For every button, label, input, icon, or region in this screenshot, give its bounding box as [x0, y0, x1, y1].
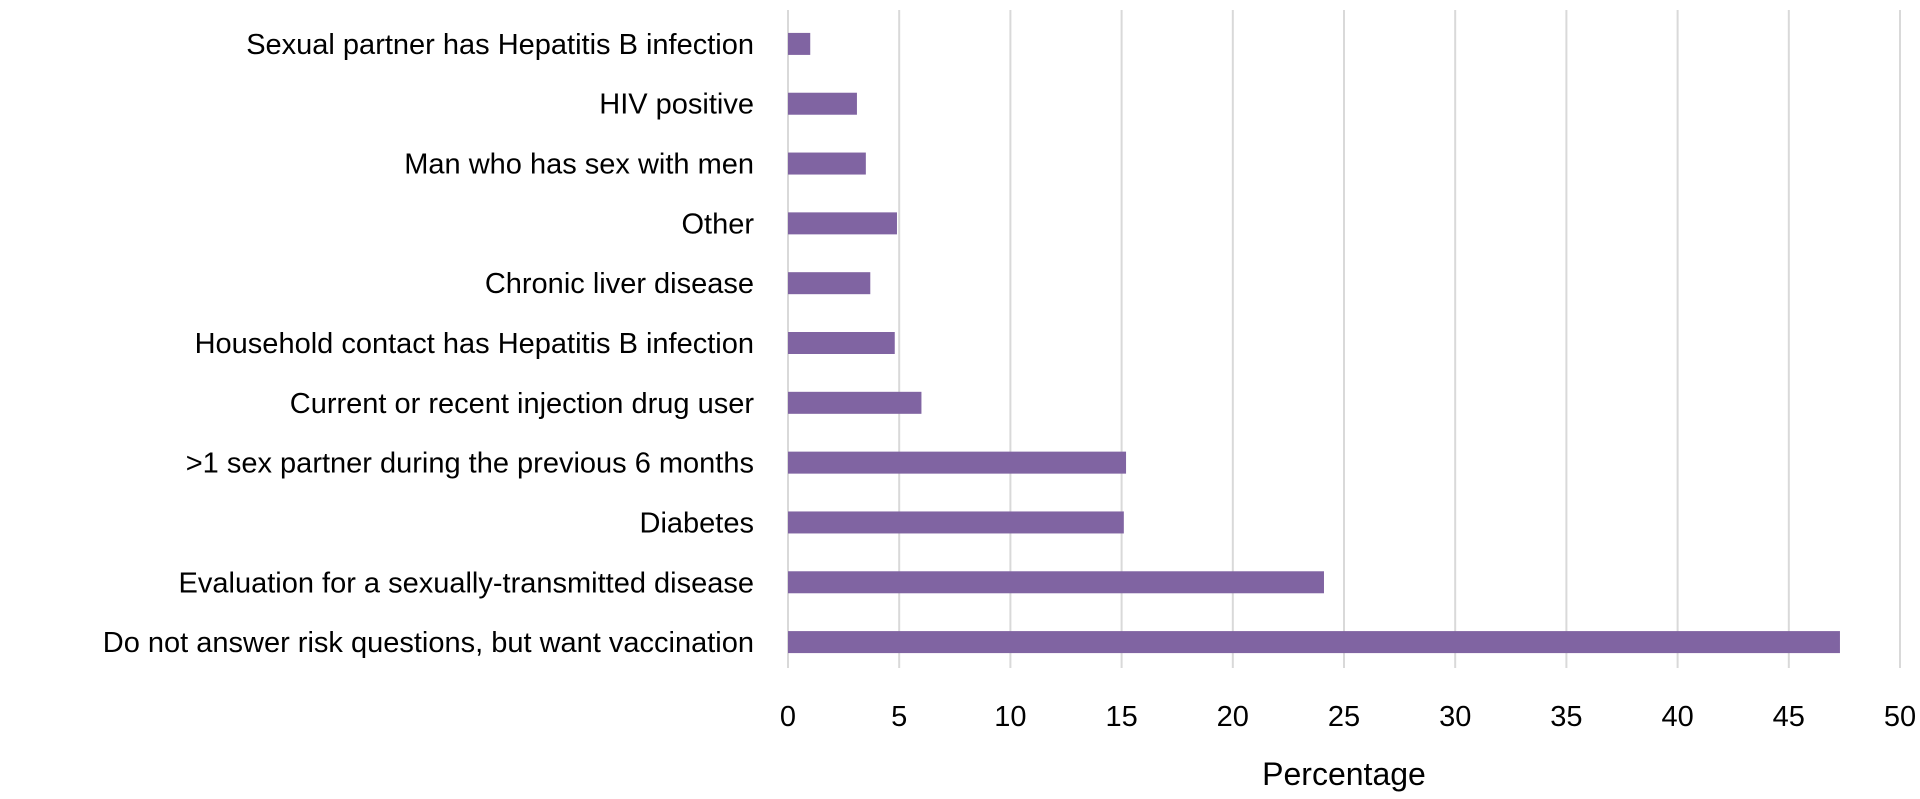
- bars: [788, 32, 1840, 654]
- x-tick-label: 5: [891, 701, 907, 733]
- category-label: Chronic liver disease: [485, 268, 754, 300]
- category-labels: Sexual partner has Hepatitis B infection…: [103, 29, 755, 659]
- x-tick-label: 0: [780, 701, 796, 733]
- bar: [788, 631, 1840, 654]
- gridlines: [787, 10, 1901, 668]
- bar: [788, 451, 1127, 474]
- bar: [788, 32, 811, 55]
- category-label: Other: [681, 208, 754, 240]
- x-tick-label: 20: [1217, 701, 1249, 733]
- x-tick-label: 35: [1550, 701, 1582, 733]
- bar: [788, 571, 1324, 594]
- bar: [788, 152, 866, 175]
- bar: [788, 332, 895, 354]
- category-label: >1 sex partner during the previous 6 mon…: [186, 448, 754, 480]
- bar: [788, 511, 1124, 534]
- x-tick-label: 25: [1328, 701, 1360, 733]
- category-label: Sexual partner has Hepatitis B infection: [246, 29, 754, 61]
- x-tick-label: 40: [1661, 701, 1693, 733]
- bar: [788, 212, 897, 235]
- bar: [788, 272, 871, 295]
- x-axis-title: Percentage: [1262, 756, 1426, 792]
- category-label: Evaluation for a sexually-transmitted di…: [179, 567, 754, 599]
- category-label: HIV positive: [599, 89, 754, 121]
- x-tick-label: 30: [1439, 701, 1471, 733]
- category-label: Diabetes: [640, 507, 754, 539]
- category-label: Man who has sex with men: [404, 149, 754, 181]
- category-label: Household contact has Hepatitis B infect…: [195, 328, 754, 360]
- x-tick-label: 50: [1884, 701, 1916, 733]
- x-tick-label: 15: [1105, 701, 1137, 733]
- bar: [788, 391, 922, 414]
- x-tick-labels: 0 5 10 15 20 25 30 35 40 45 50: [780, 701, 1916, 733]
- x-tick-label: 10: [994, 701, 1026, 733]
- bar: [788, 92, 857, 115]
- category-label: Current or recent injection drug user: [290, 388, 755, 420]
- category-label: Do not answer risk questions, but want v…: [103, 627, 754, 659]
- x-tick-label: 45: [1773, 701, 1805, 733]
